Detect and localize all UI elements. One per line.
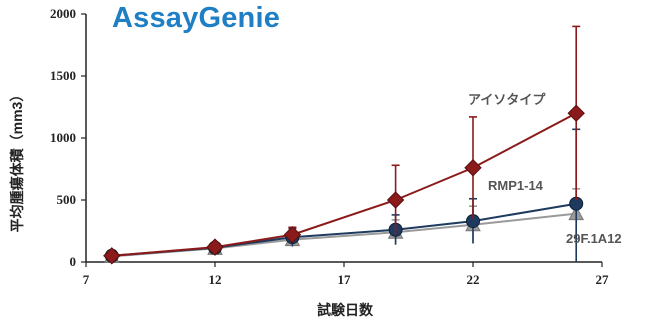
data-point <box>464 159 482 177</box>
x-tick-label: 22 <box>467 272 480 287</box>
y-tick-label: 0 <box>70 254 77 269</box>
x-tick-label: 12 <box>209 272 222 287</box>
series-label: RMP1-14 <box>488 178 544 193</box>
data-point <box>386 191 405 209</box>
data-point <box>283 226 302 244</box>
y-tick-label: 2000 <box>50 6 76 21</box>
y-tick-label: 1500 <box>50 68 76 83</box>
series-label: 29F.1A12 <box>566 231 622 246</box>
series-label: アイソタイプ <box>468 92 546 107</box>
axes: 7 12 17 22 27 0 500 1000 1500 2000 <box>50 6 609 287</box>
x-tick-label: 27 <box>596 272 610 287</box>
data-point <box>103 247 121 265</box>
brand-logo: AssayGenie <box>112 2 281 34</box>
y-tick-label: 500 <box>57 192 77 207</box>
series-line <box>111 202 577 257</box>
x-tick-label: 7 <box>83 272 90 287</box>
data-point <box>206 238 224 256</box>
series-line <box>111 112 577 257</box>
series-0 <box>103 25 585 265</box>
data-point <box>567 104 585 122</box>
y-tick-label: 1000 <box>50 130 76 145</box>
series-1 <box>104 128 584 263</box>
x-axis-title: 試験日数 <box>317 302 374 318</box>
y-axis-title: 平均腫瘍体積（mm3） <box>9 88 25 233</box>
x-tick-label: 17 <box>338 272 352 287</box>
series-layer: アイソタイプ RMP1-14 29F.1A12 <box>103 25 622 265</box>
